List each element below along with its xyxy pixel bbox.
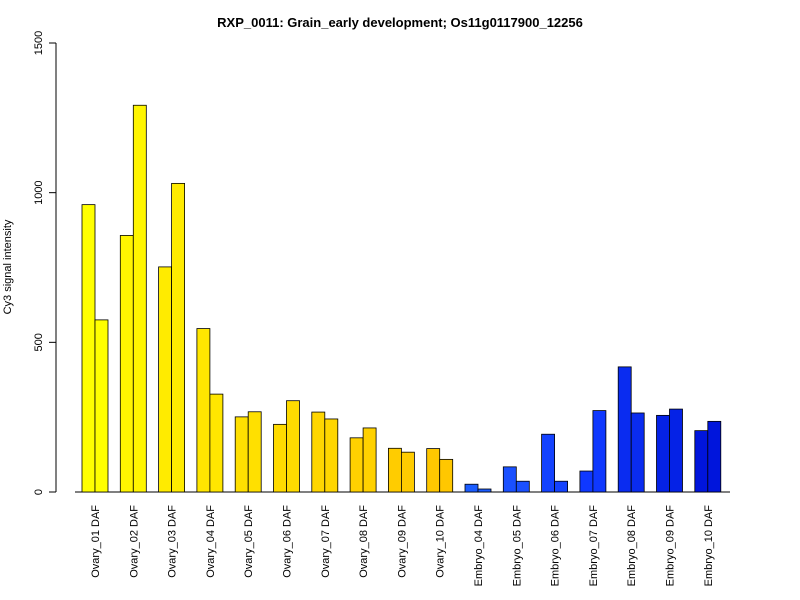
- x-tick-label: Embryo_10 DAF: [703, 505, 715, 587]
- x-tick-label: Ovary_08 DAF: [358, 505, 370, 578]
- bar: [362, 427, 377, 493]
- bar: [464, 483, 479, 493]
- bar: [617, 366, 632, 493]
- x-tick-label: Ovary_06 DAF: [282, 505, 294, 578]
- bar: [554, 480, 568, 493]
- x-tick-label: Embryo_07 DAF: [588, 505, 600, 587]
- x-tick-label: Ovary_07 DAF: [320, 505, 332, 578]
- x-tick-labels: Ovary_01 DAF Ovary_02 DAF Ovary_03 DAF Ovar…: [90, 505, 715, 587]
- bar: [630, 412, 645, 493]
- bar: [400, 451, 415, 493]
- x-tick-label: Ovary_10 DAF: [435, 505, 447, 578]
- bar: [515, 480, 530, 493]
- bar: [81, 204, 96, 493]
- y-tick-label: 1500: [33, 31, 45, 55]
- bar: [94, 319, 109, 493]
- x-tick-label: Embryo_05 DAF: [511, 505, 523, 587]
- bar: [669, 408, 683, 493]
- bar: [196, 328, 211, 493]
- bar: [234, 416, 249, 493]
- bar: [707, 420, 722, 493]
- x-tick-label: Embryo_09 DAF: [665, 505, 677, 587]
- bar: [324, 418, 339, 493]
- bar: [477, 488, 492, 493]
- y-tick-label: 0: [33, 489, 45, 495]
- bar: [694, 430, 709, 493]
- bar: [119, 235, 134, 493]
- x-tick-label: Ovary_05 DAF: [243, 505, 255, 578]
- x-tick-label: Ovary_04 DAF: [205, 505, 217, 578]
- bar: [387, 447, 402, 493]
- bar: [502, 466, 517, 493]
- x-tick-label: Ovary_09 DAF: [396, 505, 408, 578]
- x-tick-label: Embryo_04 DAF: [473, 505, 485, 587]
- x-tick-label: Ovary_02 DAF: [128, 505, 140, 578]
- bar: [158, 266, 173, 493]
- bar: [273, 423, 287, 493]
- bar: [592, 410, 607, 493]
- x-tick-label: Embryo_08 DAF: [626, 505, 638, 587]
- bar: [656, 414, 670, 493]
- bar: [541, 433, 555, 493]
- x-tick-label: Ovary_03 DAF: [167, 505, 179, 578]
- y-ticks: 0 500 1000 1500: [33, 31, 56, 495]
- bar: [132, 104, 147, 493]
- y-axis-label: Cy3 signal intensity: [2, 219, 14, 314]
- bar: [286, 400, 300, 493]
- bar: [311, 411, 326, 493]
- y-tick-label: 500: [33, 333, 45, 351]
- bars: [81, 104, 722, 493]
- chart-title: RXP_0011: Grain_early development; Os11g…: [217, 15, 583, 30]
- bar: [171, 182, 186, 493]
- y-tick-label: 1000: [33, 180, 45, 204]
- bar: [426, 448, 441, 493]
- bar: [579, 470, 594, 493]
- bar: [209, 393, 224, 493]
- x-tick-label: Embryo_06 DAF: [550, 505, 562, 587]
- bar: [247, 411, 262, 493]
- bar: [349, 437, 364, 493]
- x-tick-label: Ovary_01 DAF: [90, 505, 102, 578]
- bar: [439, 458, 454, 493]
